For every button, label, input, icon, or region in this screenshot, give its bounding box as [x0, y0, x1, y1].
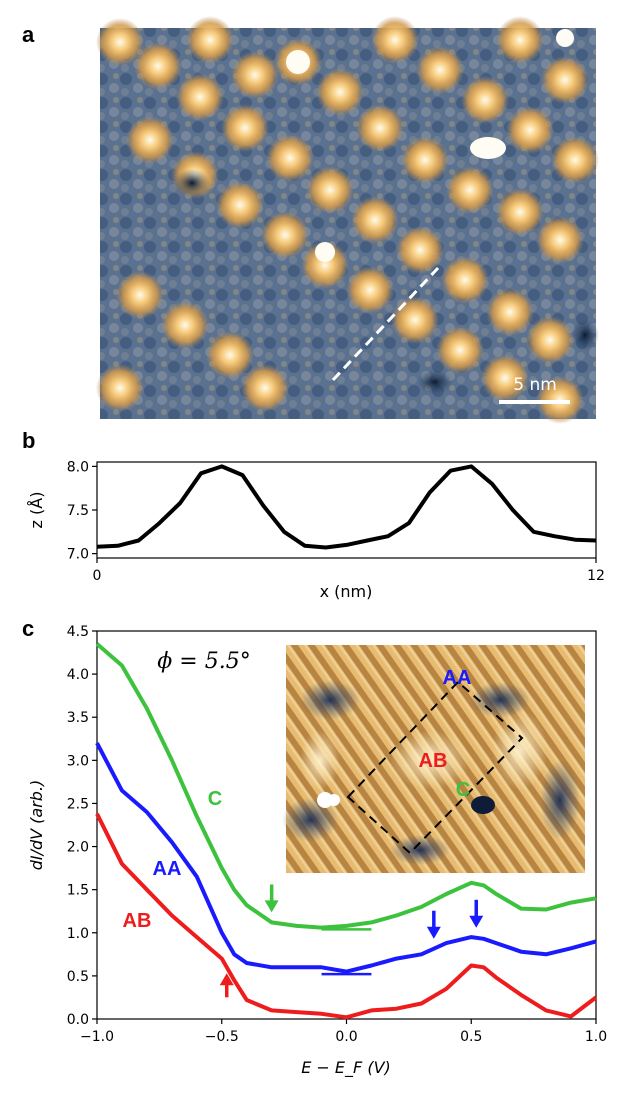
height-profile-chart: 7.0 7.5 8.0 0 12 x (nm) z (Å) [27, 459, 605, 601]
topography-spot [486, 288, 534, 336]
inset-label-C: C [456, 779, 470, 801]
topography-bright-adatom [556, 29, 574, 47]
profile-line [96, 464, 597, 550]
dIdV-spectra-chart: 0.0 0.5 1.0 1.5 2.0 2.5 3.0 3.5 4.0 4.5 −1.0 −0.5 0… [27, 624, 607, 1078]
topography-spot [481, 354, 529, 402]
topography-spot [206, 331, 254, 379]
topography-bright-adatom [286, 50, 310, 74]
topography-dark-pit [571, 319, 599, 351]
topography-spot [261, 211, 309, 259]
topography-spot [126, 116, 174, 164]
topography-spot [356, 104, 404, 152]
arrow-down-C [264, 884, 279, 913]
spectra-y-tick-label: 0.5 [67, 969, 89, 985]
topography-spot [221, 104, 269, 152]
topography-spot [346, 266, 394, 314]
profile-y-label: z (Å) [27, 492, 46, 529]
spectra-y-tick-label: 2.5 [67, 796, 89, 812]
topography-spot [176, 73, 224, 121]
topography-spot [496, 16, 544, 64]
topography-spot [401, 136, 449, 184]
profile-x-label: x (nm) [320, 582, 373, 601]
topography-spot [506, 106, 554, 154]
curve-label-C: C [208, 788, 222, 810]
line-cut-dashed [331, 266, 440, 382]
topography-spot [134, 42, 182, 90]
profile-x-tick-label: 0 [93, 568, 102, 584]
topography-spot [186, 16, 234, 64]
arrow-down-AA [469, 899, 484, 928]
topography-spot [96, 364, 144, 412]
topography-spot [371, 16, 419, 64]
spectra-x-tick-label: 1.0 [585, 1029, 607, 1045]
panel-b-label: b [22, 428, 35, 453]
topography-spot [216, 181, 264, 229]
topography-spot [161, 301, 209, 349]
topography-spot [436, 326, 484, 374]
spectra-y-tick-label: 0.0 [67, 1012, 89, 1028]
topography-spot [301, 241, 349, 289]
topography-spot [306, 166, 354, 214]
topography-dark-pit [174, 169, 210, 197]
topography-spot [96, 18, 144, 66]
scale-bar-label: 5 nm [513, 375, 557, 395]
topography-spot [266, 134, 314, 182]
spectra-x-label: E − E_F (V) [301, 1058, 391, 1078]
spectra-y-tick-label: 1.5 [67, 883, 89, 899]
topography-bright-adatom [470, 137, 506, 159]
topography-spot [316, 68, 364, 116]
topography-dark-pit [417, 370, 453, 394]
arrow-down-AA [426, 910, 441, 939]
topography-spot [416, 46, 464, 94]
panel-a-label: a [22, 22, 35, 47]
topography-spot [241, 364, 289, 412]
profile-x-tick-label: 12 [587, 568, 605, 584]
curve-label-AA: AA [153, 858, 182, 880]
topography-bright-adatom [315, 242, 335, 262]
spectrum-line-AA [95, 742, 597, 974]
topography-spot [396, 226, 444, 274]
topography-spot [541, 56, 589, 104]
spectra-x-tick-label: 0.5 [460, 1029, 482, 1045]
spectrum-line-C [95, 642, 597, 930]
arrow-up-AB [219, 973, 234, 998]
topography-spot [526, 316, 574, 364]
spectrum-line-AB [95, 812, 598, 1020]
stm-topography-image: 5 nm [96, 16, 599, 424]
topography-spot [116, 271, 164, 319]
profile-y-tick-label: 8.0 [67, 459, 89, 475]
topography-spot [391, 296, 439, 344]
curve-label-AB: AB [123, 910, 152, 932]
topography-spot [536, 216, 584, 264]
panel-c-label: c [22, 616, 34, 641]
inset-label-AB: AB [419, 750, 448, 772]
spectra-x-tick-label: −0.5 [205, 1029, 239, 1045]
spectra-y-tick-label: 4.0 [67, 667, 89, 683]
inset-dashed-rectangle [346, 680, 524, 855]
spectra-x-tick-label: −1.0 [80, 1029, 114, 1045]
inset-stm-image: AA AB C [282, 645, 585, 873]
topography-spot [446, 166, 494, 214]
spectra-y-tick-label: 4.5 [67, 624, 89, 640]
topography-spot [551, 136, 599, 184]
spectra-y-label: dI/dV (arb.) [27, 780, 46, 871]
spectra-y-tick-label: 2.0 [67, 840, 89, 856]
spectra-y-tick-label: 1.0 [67, 926, 89, 942]
spectra-y-tick-label: 3.0 [67, 753, 89, 769]
topography-spot [461, 76, 509, 124]
profile-y-tick-label: 7.0 [67, 547, 89, 563]
topography-spot [496, 188, 544, 236]
profile-y-tick-label: 7.5 [67, 503, 89, 519]
spectra-x-tick-label: 0.0 [335, 1029, 357, 1045]
inset-label-AA: AA [443, 667, 472, 689]
topography-spot [231, 51, 279, 99]
topography-spot [441, 256, 489, 304]
spectra-y-tick-label: 3.5 [67, 710, 89, 726]
topography-spot [351, 196, 399, 244]
twist-angle-label: ϕ = 5.5° [157, 649, 250, 674]
